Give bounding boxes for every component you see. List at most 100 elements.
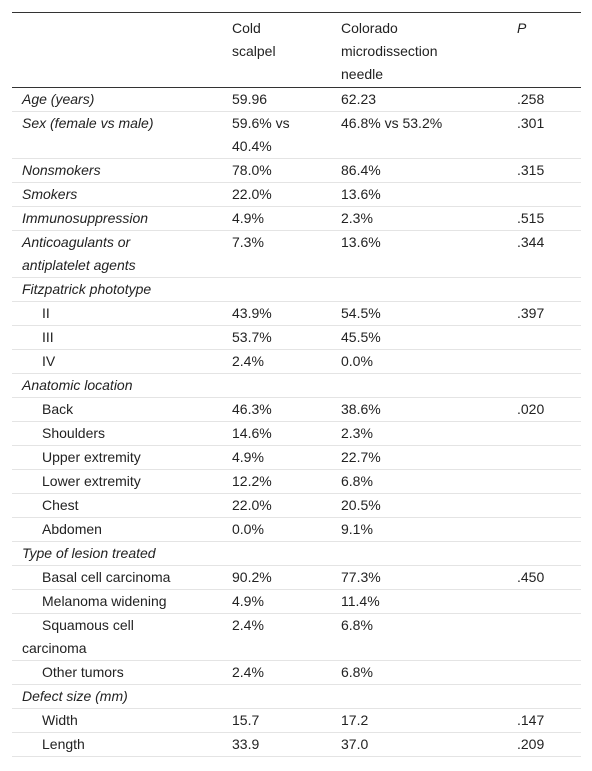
row-label: Smokers — [12, 182, 232, 207]
table-cell — [517, 613, 581, 661]
table-cell: .209 — [517, 732, 581, 757]
table-cell: 13.6% — [341, 230, 517, 278]
row-label: Width — [12, 708, 232, 733]
table-cell — [232, 277, 341, 302]
table-cell: 4.9% — [232, 445, 341, 470]
table-cell: 77.3% — [341, 565, 517, 590]
table-cell: 6.8% — [341, 469, 517, 494]
table-row: Sex (female vs male) 59.6% vs 40.4% 46.8% … — [12, 111, 581, 159]
table-row: Abdomen 0.0% 9.1% — [12, 517, 581, 542]
table-cell: .147 — [517, 708, 581, 733]
table-cell: 46.3% — [232, 397, 341, 422]
table-cell: 9.1% — [341, 517, 517, 542]
row-label: II — [12, 301, 232, 326]
header-cell: P — [517, 12, 581, 88]
row-label: Chest — [12, 493, 232, 518]
table-cell — [232, 541, 341, 566]
table-cell: .450 — [517, 565, 581, 590]
row-label: Nonsmokers — [12, 158, 232, 183]
row-label: Upper extremity — [12, 445, 232, 470]
table-cell — [517, 469, 581, 494]
table-cell: 2.4% — [232, 660, 341, 685]
table-cell: 43.9% — [232, 301, 341, 326]
table-cell — [517, 277, 581, 302]
table-cell: .020 — [517, 397, 581, 422]
row-label: Anticoagulants or antiplatelet agents — [12, 230, 232, 278]
table-cell: 2.4% — [232, 613, 341, 661]
table-cell — [517, 182, 581, 207]
row-label: Basal cell carcinoma — [12, 565, 232, 590]
table-cell: 90.2% — [232, 565, 341, 590]
table-row: Type of lesion treated — [12, 541, 581, 566]
table-cell: 54.5% — [341, 301, 517, 326]
row-label: Lower extremity — [12, 469, 232, 494]
table-cell: 11.4% — [341, 589, 517, 614]
table-cell: 17.2 — [341, 708, 517, 733]
table-cell: 22.0% — [232, 182, 341, 207]
table-cell — [517, 589, 581, 614]
row-label: Sex (female vs male) — [12, 111, 232, 159]
table-cell: 59.6% vs 40.4% — [232, 111, 341, 159]
table-cell: 45.5% — [341, 325, 517, 350]
table-cell: .397 — [517, 301, 581, 326]
table-row: Upper extremity 4.9% 22.7% — [12, 445, 581, 470]
data-table: Cold scalpel Colorado microdissection ne… — [12, 12, 581, 757]
table-row: IV 2.4% 0.0% — [12, 349, 581, 374]
table-cell — [517, 325, 581, 350]
table-row: Fitzpatrick phototype — [12, 277, 581, 302]
table-row: Shoulders 14.6% 2.3% — [12, 421, 581, 446]
table-cell: 37.0 — [341, 732, 517, 757]
row-label: Age (years) — [12, 87, 232, 112]
row-label: Shoulders — [12, 421, 232, 446]
table-row: Lower extremity 12.2% 6.8% — [12, 469, 581, 494]
table-cell: 0.0% — [341, 349, 517, 374]
row-label: III — [12, 325, 232, 350]
row-label: Melanoma widening — [12, 589, 232, 614]
table-row: Other tumors 2.4% 6.8% — [12, 660, 581, 685]
table-cell: 86.4% — [341, 158, 517, 183]
table-cell: 53.7% — [232, 325, 341, 350]
table-cell: 78.0% — [232, 158, 341, 183]
header-cell: Cold scalpel — [232, 12, 341, 88]
table-row: Basal cell carcinoma 90.2% 77.3% .450 — [12, 565, 581, 590]
table-cell: 46.8% vs 53.2% — [341, 111, 517, 159]
table-cell — [517, 421, 581, 446]
table-cell: 0.0% — [232, 517, 341, 542]
table-cell: 20.5% — [341, 493, 517, 518]
table-row: Defect size (mm) — [12, 684, 581, 709]
table-cell — [517, 493, 581, 518]
table-cell: 2.3% — [341, 421, 517, 446]
table-row: Chest 22.0% 20.5% — [12, 493, 581, 518]
table-cell — [517, 517, 581, 542]
row-label: Defect size (mm) — [12, 684, 232, 709]
row-label: Fitzpatrick phototype — [12, 277, 232, 302]
table-cell: 15.7 — [232, 708, 341, 733]
row-label: Immunosuppression — [12, 206, 232, 231]
table-cell: 4.9% — [232, 206, 341, 231]
row-label: Type of lesion treated — [12, 541, 232, 566]
table-row: Smokers 22.0% 13.6% — [12, 182, 581, 207]
table-row: Squamous cell carcinoma 2.4% 6.8% — [12, 613, 581, 661]
table-cell — [232, 684, 341, 709]
row-label: Squamous cell carcinoma — [12, 613, 232, 661]
table-cell: 62.23 — [341, 87, 517, 112]
row-label: Anatomic location — [12, 373, 232, 398]
row-label: Abdomen — [12, 517, 232, 542]
table-row: Width 15.7 17.2.147 — [12, 708, 581, 733]
table-cell: 22.0% — [232, 493, 341, 518]
table-row: Anticoagulants or antiplatelet agents 7.3… — [12, 230, 581, 278]
row-label: IV — [12, 349, 232, 374]
table-cell: 2.3% — [341, 206, 517, 231]
table-cell: 14.6% — [232, 421, 341, 446]
table-cell: .515 — [517, 206, 581, 231]
table-cell: .315 — [517, 158, 581, 183]
table-cell — [517, 684, 581, 709]
table-cell — [517, 660, 581, 685]
header-cell: Colorado microdissection needle — [341, 12, 517, 88]
table-cell: .301 — [517, 111, 581, 159]
header-row: Cold scalpel Colorado microdissection ne… — [12, 12, 581, 88]
table-cell: 12.2% — [232, 469, 341, 494]
table-cell — [517, 349, 581, 374]
table-row: Back 46.3% 38.6% .020 — [12, 397, 581, 422]
